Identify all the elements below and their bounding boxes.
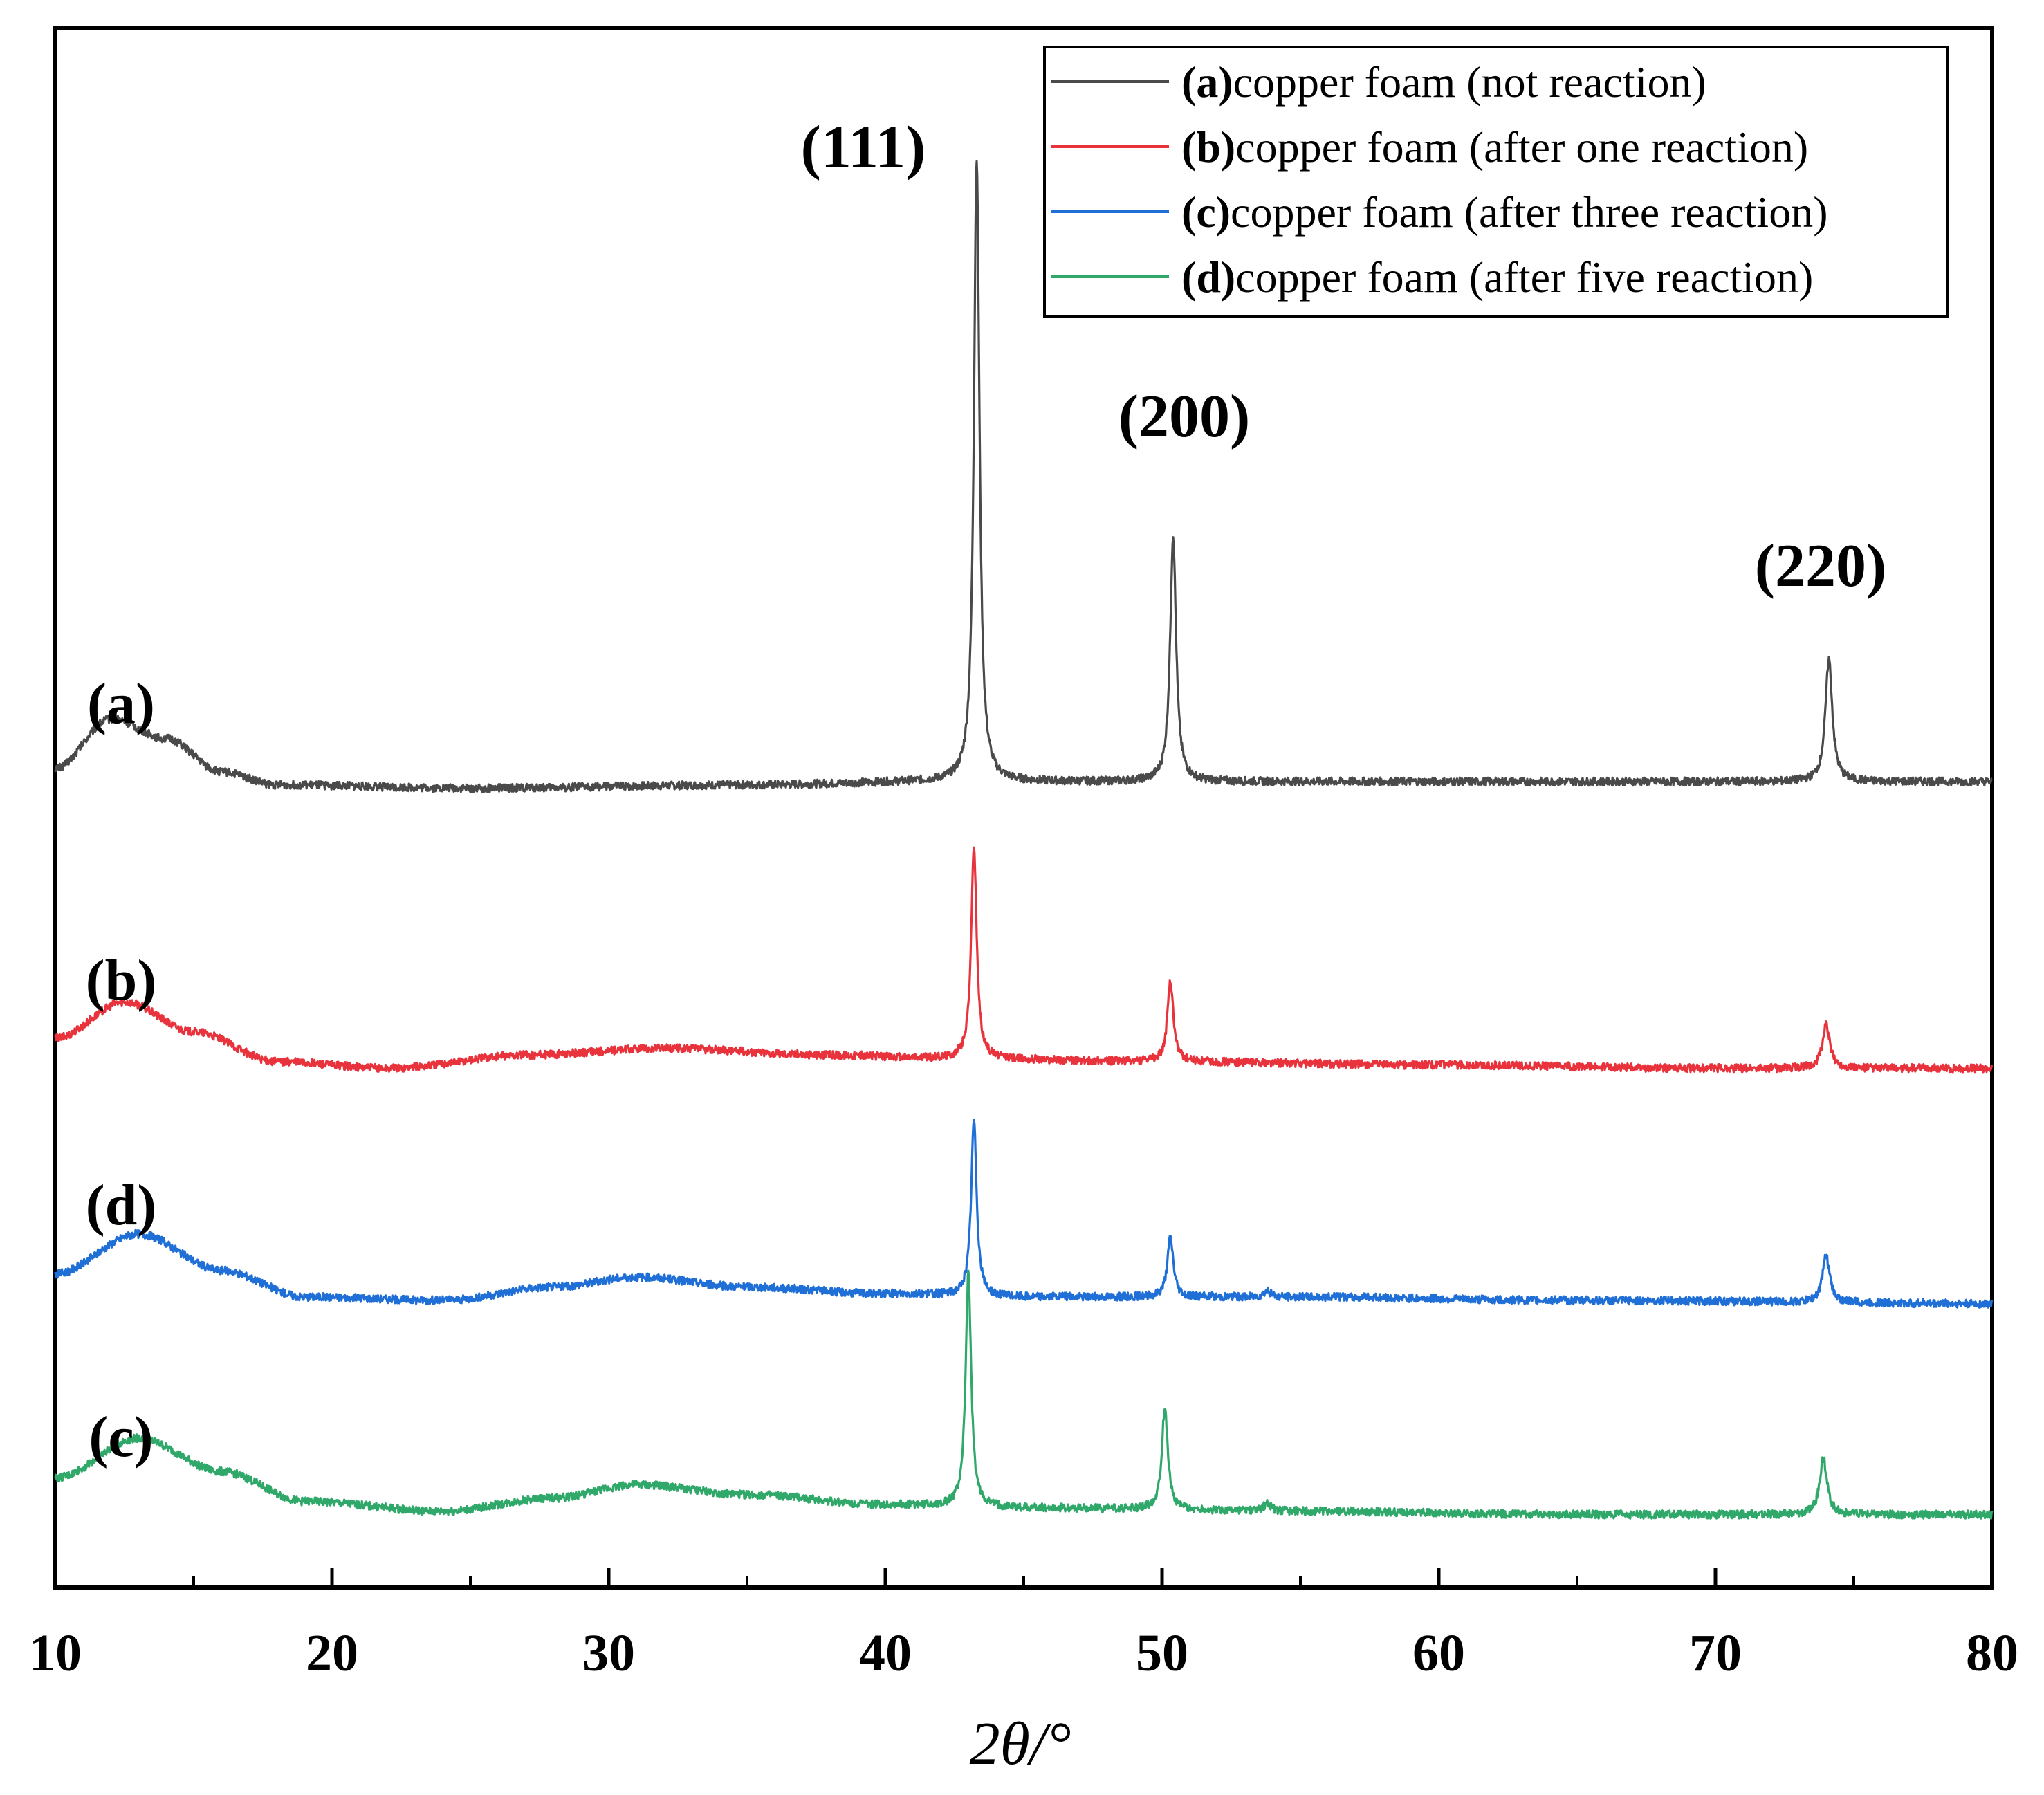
x-tick-label: 20: [306, 1624, 358, 1682]
curve-label: (a): [87, 672, 155, 736]
x-axis-title: 2θ/°: [970, 1711, 1071, 1778]
x-tick-label: 50: [1136, 1624, 1188, 1682]
legend-box: [1043, 46, 1949, 318]
x-tick-label: 60: [1412, 1624, 1465, 1682]
series-line-d: [54, 1269, 1994, 1520]
curve-label: (c): [89, 1405, 153, 1469]
curve-label: (b): [86, 948, 157, 1013]
legend-marker: (a): [1181, 57, 1233, 107]
legend-entry: (c)copper foam (after three reaction): [1181, 187, 1828, 237]
legend-marker: (d): [1181, 252, 1235, 302]
legend-items: (a)copper foam (not reaction)(b)copper f…: [1051, 57, 1828, 302]
legend-label: copper foam (after three reaction): [1231, 187, 1827, 237]
legend: (a)copper foam (not reaction)(b)copper f…: [1043, 46, 1949, 318]
legend-entry: (b)copper foam (after one reaction): [1181, 122, 1808, 172]
curves: [54, 160, 1994, 1520]
peak-label: (200): [1118, 383, 1251, 450]
legend-marker: (c): [1181, 187, 1231, 237]
legend-entry: (d)copper foam (after five reaction): [1181, 252, 1813, 302]
series-line-a: [54, 160, 1993, 793]
series-line-c: [54, 1119, 1994, 1309]
legend-label: copper foam (after one reaction): [1235, 122, 1808, 172]
peak-labels: (111) (200) (220): [801, 114, 1887, 600]
curve-labels: (a) (b) (d) (c): [86, 672, 157, 1469]
x-tick-label: 70: [1689, 1624, 1742, 1682]
legend-label: copper foam (after five reaction): [1235, 252, 1813, 302]
legend-label: copper foam (not reaction): [1233, 57, 1706, 107]
series-line-b: [54, 846, 1994, 1074]
x-tick-label: 30: [582, 1624, 635, 1682]
x-tick-label: 10: [29, 1624, 82, 1682]
x-tick-label: 80: [1966, 1624, 2018, 1682]
x-axis-ticks: 10 20 30 40 50 60 70 80: [29, 1568, 2018, 1682]
legend-entry: (a)copper foam (not reaction): [1181, 57, 1706, 107]
curve-label: (d): [86, 1173, 157, 1237]
peak-label: (220): [1755, 533, 1887, 600]
peak-label: (111): [801, 114, 926, 181]
x-tick-label: 40: [859, 1624, 912, 1682]
legend-marker: (b): [1181, 122, 1235, 172]
